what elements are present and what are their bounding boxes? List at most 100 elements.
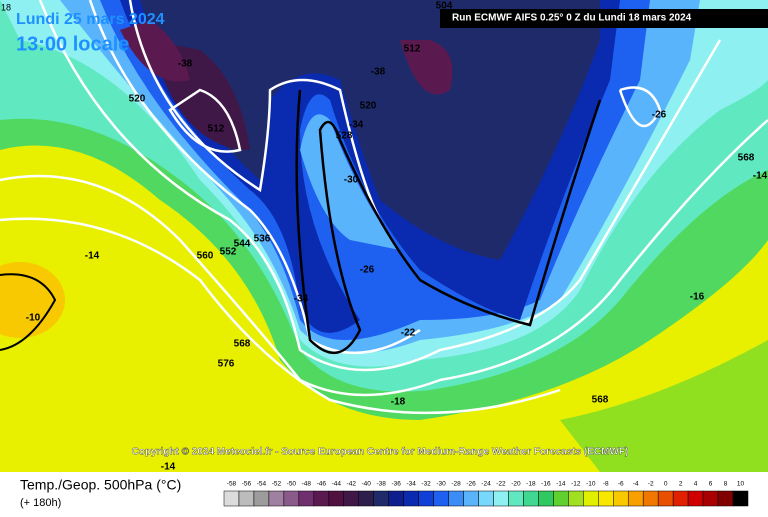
scale-label: -32 bbox=[421, 481, 431, 488]
contour-black bbox=[295, 89, 602, 355]
scale-label: 2 bbox=[679, 481, 683, 488]
scale-swatch bbox=[598, 490, 614, 507]
scale-swatch bbox=[343, 490, 359, 507]
scale-label: -10 bbox=[586, 481, 596, 488]
scale-swatch bbox=[238, 490, 255, 507]
contour-label: 512 bbox=[404, 44, 421, 55]
contour-label: 504 bbox=[436, 1, 453, 12]
contour-label: 560 bbox=[197, 251, 214, 262]
scale-swatch bbox=[642, 490, 659, 507]
scale-swatch bbox=[433, 490, 449, 507]
scale-label: 0 bbox=[664, 481, 668, 488]
legend-title: Temp./Geop. 500hPa (°C) bbox=[20, 477, 181, 493]
scale-label: -6 bbox=[618, 481, 624, 488]
legend-subtitle: (+ 180h) bbox=[20, 497, 61, 509]
scale-swatch bbox=[313, 490, 330, 507]
map-background bbox=[0, 0, 768, 472]
scale-label: -52 bbox=[272, 481, 282, 488]
run-info: Run ECMWF AIFS 0.25° 0 Z du Lundi 18 mar… bbox=[452, 13, 692, 24]
scale-label: -2 bbox=[648, 481, 654, 488]
contour-label: 568 bbox=[738, 153, 755, 164]
contour-label: -16 bbox=[690, 292, 705, 303]
scale-label: 6 bbox=[709, 481, 713, 488]
scale-label: -48 bbox=[302, 481, 312, 488]
scale-swatch bbox=[268, 490, 285, 507]
scale-label: -16 bbox=[541, 481, 551, 488]
scale-swatch bbox=[687, 490, 704, 507]
contour-label: 520 bbox=[129, 94, 146, 105]
scale-label: -58 bbox=[227, 481, 237, 488]
contour-label: 512 bbox=[208, 124, 225, 135]
color-scale: -58 -56 -54 -52 -50 -48 -46 -44 -42 -40 -38 -36 -34-… bbox=[223, 481, 749, 507]
contour-label: 552 bbox=[220, 247, 237, 258]
contour-label: -38 bbox=[178, 59, 193, 70]
scale-label: -50 bbox=[287, 481, 297, 488]
contour-label: -18 bbox=[391, 397, 406, 408]
corner-label: 18 bbox=[1, 2, 11, 12]
scale-label: -20 bbox=[511, 481, 521, 488]
contour-label: 576 bbox=[218, 359, 235, 370]
scale-swatch bbox=[717, 490, 734, 507]
scale-label: -38 bbox=[376, 481, 386, 488]
scale-swatch bbox=[463, 490, 479, 507]
scale-label: -22 bbox=[496, 481, 506, 488]
scale-swatch bbox=[508, 490, 524, 507]
contour-label: -38 bbox=[371, 67, 386, 78]
contour-label: 568 bbox=[592, 395, 609, 406]
scale-swatch bbox=[253, 490, 270, 507]
contour-label: -26 bbox=[360, 265, 375, 276]
scale-swatch bbox=[627, 490, 644, 507]
scale-swatch bbox=[418, 490, 434, 507]
contour-label: 544 bbox=[234, 239, 251, 250]
scale-label: -14 bbox=[556, 481, 566, 488]
scale-swatch bbox=[283, 490, 300, 507]
scale-label: -40 bbox=[362, 481, 372, 488]
scale-swatch bbox=[657, 490, 674, 507]
scale-label: -30 bbox=[436, 481, 446, 488]
contour-label: -14 bbox=[753, 171, 768, 182]
forecast-time: 13:00 locale bbox=[16, 33, 129, 55]
scale-label: -56 bbox=[242, 481, 252, 488]
scale-swatch bbox=[478, 490, 494, 507]
scale-swatch bbox=[568, 490, 584, 507]
scale-swatch bbox=[702, 490, 719, 507]
scale-swatch bbox=[223, 490, 240, 507]
scale-swatch bbox=[388, 490, 404, 507]
scale-swatch bbox=[613, 490, 629, 507]
contour-label: -14 bbox=[85, 251, 100, 262]
contour-label: 568 bbox=[234, 339, 251, 350]
scale-label: -46 bbox=[317, 481, 327, 488]
scale-label: 8 bbox=[724, 481, 728, 488]
scale-label: -28 bbox=[451, 481, 461, 488]
scale-label: 10 bbox=[737, 481, 745, 488]
copyright: Copyright © 2024 Meteociel.fr - Source E… bbox=[132, 447, 629, 458]
scale-label: -24 bbox=[481, 481, 491, 488]
scale-label: -18 bbox=[526, 481, 536, 488]
scale-swatch bbox=[553, 490, 569, 507]
scale-swatch bbox=[403, 490, 419, 507]
scale-swatch bbox=[732, 490, 749, 507]
scale-swatch bbox=[672, 490, 689, 507]
scale-label: -54 bbox=[257, 481, 267, 488]
contour-label: 528 bbox=[336, 131, 353, 142]
contour-label: -22 bbox=[401, 328, 416, 339]
scale-swatch bbox=[538, 490, 554, 507]
contour-label: -14 bbox=[161, 462, 176, 473]
contours bbox=[0, 0, 768, 415]
scale-swatch bbox=[373, 490, 389, 507]
contour-label: -34 bbox=[349, 120, 364, 131]
scale-swatch bbox=[328, 490, 345, 507]
run-bar bbox=[440, 9, 768, 28]
contour-label: -34 bbox=[294, 294, 309, 305]
scale-swatch bbox=[583, 490, 599, 507]
scale-swatch bbox=[523, 490, 539, 507]
contour-label: -26 bbox=[652, 110, 667, 121]
scale-swatch bbox=[358, 490, 374, 507]
scale-label: -34 bbox=[406, 481, 416, 488]
scale-label: -4 bbox=[633, 481, 639, 488]
scale-swatch bbox=[493, 490, 509, 507]
contour-label: 520 bbox=[360, 101, 377, 112]
contour-label: -10 bbox=[26, 313, 41, 324]
